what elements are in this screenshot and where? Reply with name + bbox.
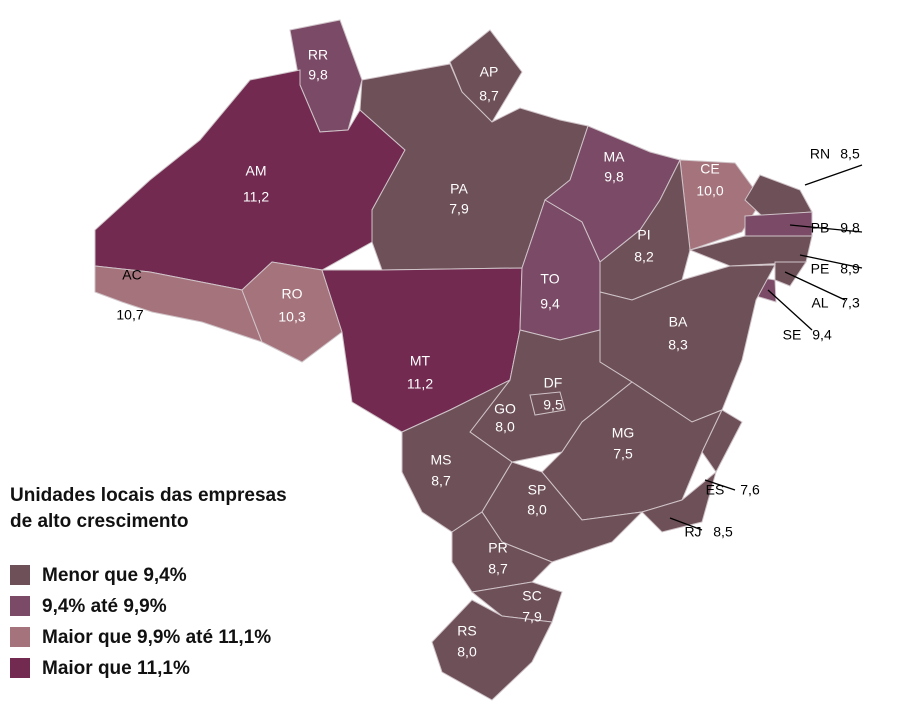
state-value: 10,7 [116, 307, 143, 323]
leader-line [799, 254, 863, 269]
legend-label: 9,4% até 9,9% [42, 596, 167, 617]
state-value: 8,0 [527, 502, 547, 518]
legend-title: de alto crescimento [10, 511, 188, 532]
state-value: 9,8 [604, 169, 624, 185]
state-name: AL [811, 295, 828, 311]
leader-line [704, 479, 736, 491]
state-name: AM [246, 163, 267, 179]
state-name: RJ [684, 524, 701, 540]
state-name: RS [457, 623, 476, 639]
state-name: SP [528, 482, 547, 498]
state-name: AP [480, 64, 499, 80]
state-value: 9,4 [540, 296, 560, 312]
state-value: 9,5 [543, 397, 563, 413]
state-name: PI [637, 227, 650, 243]
state-shape [451, 511, 553, 593]
legend-swatch [10, 627, 30, 647]
state-name: MG [612, 425, 635, 441]
state-value: 8,5 [840, 146, 860, 162]
state-value: 8,2 [634, 249, 654, 265]
leader-line [669, 517, 703, 531]
state-value: 8,7 [431, 473, 451, 489]
state-value: 8,5 [713, 524, 733, 540]
state-name: TO [540, 271, 559, 287]
leader-line [767, 289, 813, 331]
state-name: DF [544, 375, 563, 391]
state-name: SE [783, 327, 802, 343]
state-shape [94, 265, 263, 343]
state-value: 9,4 [812, 327, 832, 343]
leader-line [804, 164, 863, 186]
state-name: ES [706, 482, 725, 498]
legend-title: Unidades locais das empresas [10, 485, 287, 506]
state-value: 7,3 [840, 295, 860, 311]
state-name: PA [450, 181, 468, 197]
state-name: MT [410, 353, 431, 369]
legend-label: Maior que 11,1% [42, 658, 190, 679]
legend-swatch [10, 596, 30, 616]
legend-label: Maior que 9,9% até 11,1% [42, 627, 271, 648]
state-value: 8,7 [479, 88, 499, 104]
state-name: RR [308, 47, 328, 63]
state-value: 10,3 [278, 309, 305, 325]
state-value: 8,9 [840, 261, 860, 277]
state-shape [744, 174, 813, 217]
state-value: 7,9 [522, 609, 542, 625]
leader-line [789, 224, 863, 233]
state-shape [529, 391, 566, 416]
state-name: RO [282, 286, 303, 302]
state-name: RN [810, 146, 830, 162]
state-name: MA [604, 149, 626, 165]
state-value: 8,7 [488, 561, 508, 577]
state-value: 7,9 [449, 201, 469, 217]
state-name: AC [122, 267, 141, 283]
leader-line [784, 271, 846, 301]
state-value: 8,0 [457, 644, 477, 660]
state-shape [688, 235, 813, 267]
state-value: 11,2 [407, 376, 433, 392]
state-name: PR [488, 540, 507, 556]
state-value: 9,8 [840, 220, 860, 236]
state-value: 8,0 [495, 419, 515, 435]
state-value: 7,6 [740, 482, 760, 498]
state-value: 11,2 [243, 189, 269, 205]
legend-label: Menor que 9,4% [42, 565, 187, 586]
state-name: MS [431, 452, 452, 468]
state-name: PB [811, 220, 830, 236]
state-shape [94, 69, 406, 291]
state-name: CE [700, 161, 719, 177]
legend-swatch [10, 658, 30, 678]
state-name: BA [669, 314, 688, 330]
state-value: 9,8 [308, 67, 328, 83]
state-name: SC [522, 588, 541, 604]
state-shape [431, 599, 553, 701]
legend-swatch [10, 565, 30, 585]
state-value: 7,5 [613, 446, 633, 462]
state-name: PE [811, 261, 830, 277]
state-name: GO [494, 401, 516, 417]
state-value: 8,3 [668, 337, 688, 353]
state-shape [641, 470, 717, 533]
state-value: 10,0 [696, 183, 723, 199]
state-shape [701, 409, 743, 473]
state-shape [470, 581, 563, 623]
